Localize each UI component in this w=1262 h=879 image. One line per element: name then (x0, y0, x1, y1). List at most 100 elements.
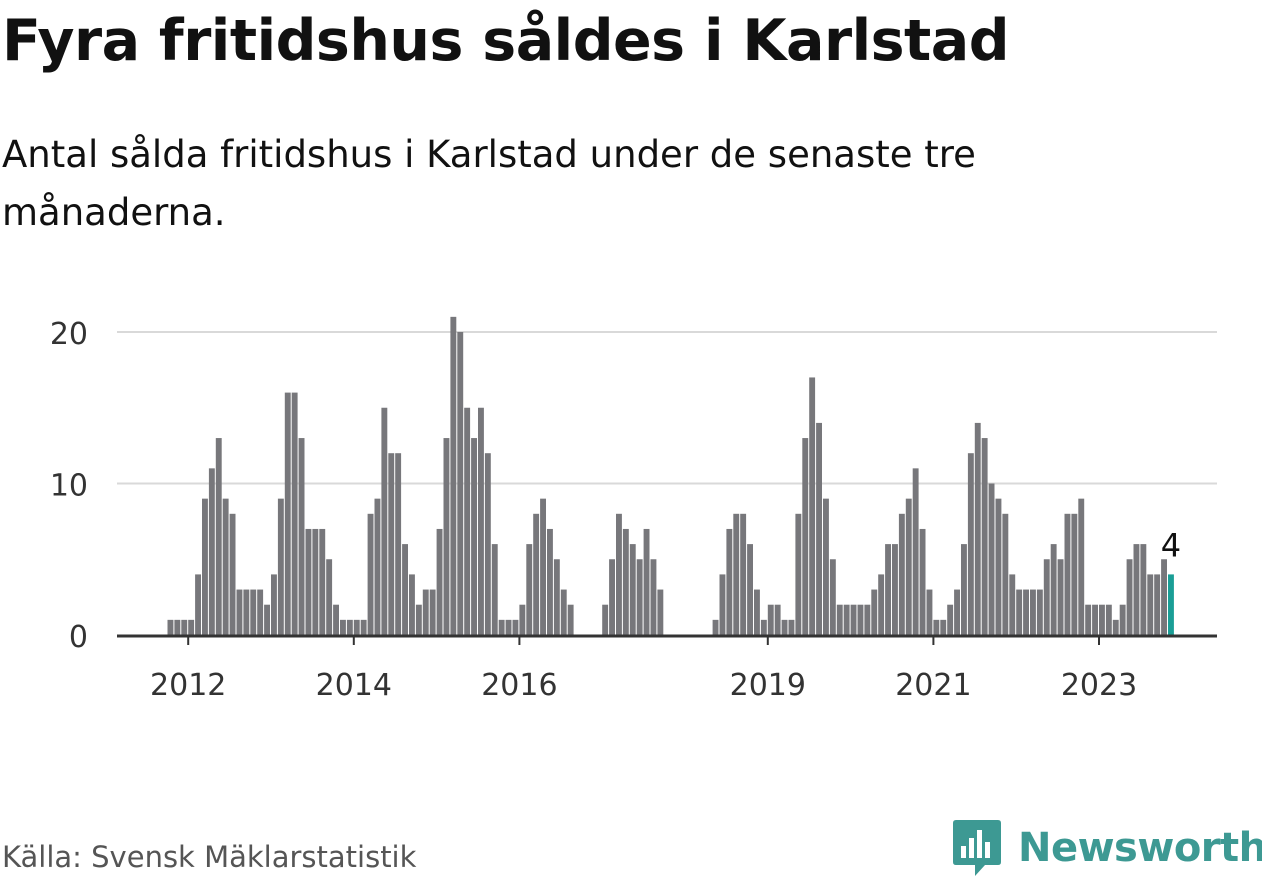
bar (843, 604, 850, 635)
newsworthy-logo-icon (953, 820, 1001, 876)
bar (409, 574, 415, 635)
bar (1043, 559, 1050, 635)
bar (374, 498, 381, 635)
bar (319, 528, 326, 635)
bar (340, 619, 346, 635)
bar (436, 528, 443, 635)
bar (1016, 589, 1023, 635)
x-tick-label-2019: 2019 (730, 668, 806, 703)
bar (222, 498, 229, 635)
bar (878, 574, 885, 635)
bar (346, 619, 353, 635)
bar (402, 544, 408, 635)
bar (333, 604, 339, 635)
y-tick-label-0: 0 (69, 620, 88, 655)
bar (740, 513, 747, 635)
bar (961, 544, 967, 635)
annotations: 4 (1161, 526, 1181, 564)
x-tick-label-2014: 2014 (316, 668, 392, 703)
bar (519, 604, 526, 635)
gridlines (117, 331, 1217, 485)
bar (505, 619, 512, 635)
bar (1154, 574, 1161, 635)
bar (257, 589, 264, 635)
bar (526, 544, 533, 635)
bar (726, 528, 733, 635)
bar (747, 544, 753, 635)
brand-name: Newsworthy (1018, 825, 1262, 871)
bar (471, 438, 477, 635)
bar (381, 407, 388, 635)
bar (498, 619, 505, 635)
bar (940, 619, 947, 635)
bar (802, 438, 809, 635)
bar (1092, 604, 1098, 635)
bar (967, 453, 974, 635)
bars (167, 316, 1174, 635)
latest-value-label: 4 (1161, 526, 1181, 564)
bar (733, 513, 740, 635)
bar (919, 528, 926, 635)
bar (312, 528, 319, 635)
bar (202, 498, 208, 635)
bar (215, 438, 222, 635)
bar (1085, 604, 1092, 635)
bar (602, 604, 609, 635)
bar (174, 619, 181, 635)
bar (629, 544, 636, 635)
y-axis-labels: 0 10 20 (50, 317, 88, 655)
bar (898, 513, 905, 635)
bar (250, 589, 257, 635)
bar (1161, 559, 1167, 635)
bar (353, 619, 360, 635)
bar (367, 513, 374, 635)
bar (650, 559, 657, 635)
chart-title: Fyra fritidshus såldes i Karlstad (2, 8, 1010, 74)
bar (988, 483, 995, 635)
bar (933, 619, 940, 635)
bar (1119, 604, 1126, 635)
bar (912, 468, 919, 635)
bar (395, 453, 402, 635)
y-tick-label-10: 10 (50, 469, 88, 504)
x-axis: 2012 2014 2016 2019 2021 2023 (117, 634, 1217, 703)
bar (540, 498, 546, 635)
bar (636, 559, 643, 635)
bar (443, 438, 450, 635)
bar (422, 589, 429, 635)
bar (560, 589, 567, 635)
bar (857, 604, 864, 635)
source-note: Källa: Svensk Mäklarstatistik (2, 840, 417, 874)
bar (236, 589, 243, 635)
bar (271, 574, 277, 635)
bar (850, 604, 857, 635)
bar (1105, 604, 1112, 635)
bar (1064, 513, 1071, 635)
bar (553, 559, 560, 635)
bar (795, 513, 802, 635)
bar (809, 377, 816, 635)
bar (974, 422, 981, 635)
bar (1147, 574, 1154, 635)
bar (774, 604, 781, 635)
bar (616, 513, 622, 635)
bar (1036, 589, 1043, 635)
bar (609, 559, 615, 635)
bar (167, 619, 174, 635)
bar (981, 438, 988, 635)
bar (829, 559, 836, 635)
bar (905, 498, 912, 635)
x-tick-label-2016: 2016 (481, 668, 557, 703)
bar (760, 619, 767, 635)
bar (1002, 513, 1009, 635)
bar (484, 453, 491, 635)
bar (1050, 544, 1057, 635)
bar (995, 498, 1002, 635)
bar (836, 604, 843, 635)
bar-latest (1168, 574, 1174, 635)
bar (767, 604, 774, 635)
bar (277, 498, 284, 635)
bar (1133, 544, 1140, 635)
bar (1030, 589, 1036, 635)
bar (298, 438, 305, 635)
